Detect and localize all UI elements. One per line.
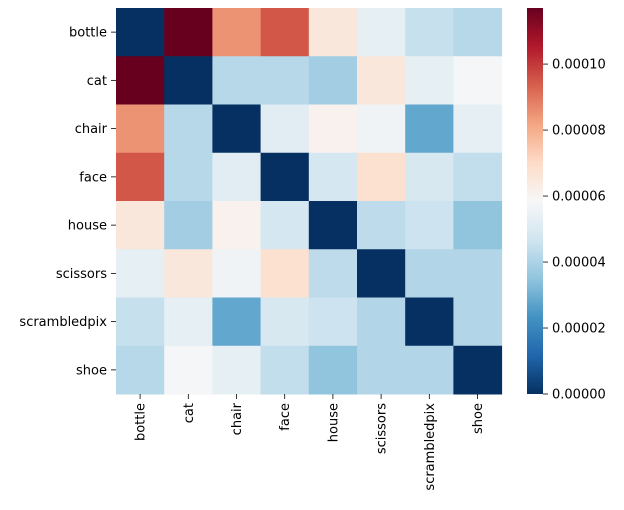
heatmap-cell-house-scissors — [357, 201, 406, 250]
heatmap-cell-scrambledpix-scissors — [357, 297, 406, 347]
column-tick-labels: bottle cat chair face house scissors scrambled… — [134, 394, 486, 491]
column-label-scissors: scissors — [375, 403, 390, 454]
heatmap-cell-face-chair — [212, 152, 262, 202]
heatmap-cell-shoe-chair — [212, 345, 262, 395]
row-label-shoe: shoe — [76, 363, 107, 378]
heatmap-cell-cat-face — [260, 56, 310, 105]
heatmap-cell-scissors-house — [308, 249, 358, 298]
row-label-cat: cat — [87, 74, 107, 89]
heatmap-cell-cat-bottle — [116, 56, 165, 105]
heatmap-cell-scissors-scissors — [357, 249, 406, 298]
column-label-scrambledpix: scrambledpix — [423, 403, 438, 491]
heatmap-cell-house-house — [308, 201, 358, 250]
colorbar-tick-label: 0.00006 — [552, 190, 606, 205]
heatmap-cell-face-scissors — [357, 152, 406, 202]
column-label-house: house — [326, 403, 341, 442]
heatmap-cell-scrambledpix-face — [260, 297, 310, 347]
heatmap-cell-chair-shoe — [453, 104, 503, 154]
column-label-face: face — [278, 403, 293, 431]
heatmap-cell-bottle-bottle — [116, 8, 165, 57]
heatmap-cell-scrambledpix-shoe — [453, 297, 503, 347]
row-label-scissors: scissors — [56, 267, 107, 282]
heatmap-cell-cat-chair — [212, 56, 262, 105]
heatmap-cell-bottle-face — [260, 8, 310, 57]
heatmap-cell-cat-cat — [164, 56, 213, 105]
heatmap-cell-shoe-cat — [164, 345, 213, 395]
heatmap-cell-scissors-scrambledpix — [405, 249, 454, 298]
column-label-cat: cat — [182, 403, 197, 423]
heatmap-cell-house-scrambledpix — [405, 201, 454, 250]
row-tick-labels: bottle cat chair face house scissors scrambled… — [19, 26, 116, 378]
heatmap-cell-scrambledpix-chair — [212, 297, 262, 347]
column-label-bottle: bottle — [134, 403, 149, 441]
colorbar — [527, 8, 543, 394]
heatmap-cell-bottle-shoe — [453, 8, 503, 57]
row-label-house: house — [68, 219, 107, 234]
colorbar-tick-label: 0.00000 — [552, 388, 606, 403]
heatmap-cell-cat-house — [308, 56, 358, 105]
heatmap-cell-shoe-face — [260, 345, 310, 395]
colorbar-tick-label: 0.00004 — [552, 256, 606, 271]
colorbar-tick-label: 0.00002 — [552, 322, 606, 337]
heatmap-cell-chair-scissors — [357, 104, 406, 154]
heatmap-cell-scissors-face — [260, 249, 310, 298]
heatmap-cell-scrambledpix-scrambledpix — [405, 297, 454, 347]
heatmap-cell-chair-chair — [212, 104, 262, 154]
row-label-bottle: bottle — [69, 26, 107, 41]
heatmap-cell-shoe-shoe — [453, 345, 503, 395]
heatmap-cell-bottle-scissors — [357, 8, 406, 57]
row-label-chair: chair — [75, 122, 108, 137]
column-label-chair: chair — [230, 402, 245, 435]
heatmap-cell-scrambledpix-cat — [164, 297, 213, 347]
heatmap-cell-chair-scrambledpix — [405, 104, 454, 154]
colorbar-ticks: 0.00000 0.00002 0.00004 0.00006 0.00008 0.000… — [543, 58, 606, 403]
heatmap-cell-bottle-house — [308, 8, 358, 57]
heatmap-cell-face-scrambledpix — [405, 152, 454, 202]
heatmap-cell-scissors-chair — [212, 249, 262, 298]
colorbar-tick-label: 0.00008 — [552, 124, 606, 139]
heatmap-cell-chair-house — [308, 104, 358, 154]
heatmap-cell-house-face — [260, 201, 310, 250]
heatmap-cell-face-face — [260, 152, 310, 202]
heatmap-cell-scrambledpix-house — [308, 297, 358, 347]
heatmap-cell-face-bottle — [116, 152, 165, 202]
heatmap-cells — [116, 8, 503, 395]
heatmap-cell-face-cat — [164, 152, 213, 202]
heatmap-cell-shoe-scrambledpix — [405, 345, 454, 395]
heatmap-cell-house-cat — [164, 201, 213, 250]
row-label-scrambledpix: scrambledpix — [19, 315, 107, 330]
heatmap-cell-scrambledpix-bottle — [116, 297, 165, 347]
heatmap-cell-house-chair — [212, 201, 262, 250]
heatmap-cell-cat-scissors — [357, 56, 406, 105]
heatmap-cell-chair-bottle — [116, 104, 165, 154]
heatmap-cell-chair-face — [260, 104, 310, 154]
heatmap-cell-shoe-house — [308, 345, 358, 395]
heatmap-cell-bottle-cat — [164, 8, 213, 57]
heatmap-cell-shoe-scissors — [357, 345, 406, 395]
heatmap-cell-scissors-bottle — [116, 249, 165, 298]
heatmap-cell-shoe-bottle — [116, 345, 165, 395]
heatmap-cell-scissors-shoe — [453, 249, 503, 298]
heatmap-cell-house-bottle — [116, 201, 165, 250]
column-label-shoe: shoe — [471, 403, 486, 434]
heatmap-cell-chair-cat — [164, 104, 213, 154]
heatmap-cell-bottle-scrambledpix — [405, 8, 454, 57]
heatmap-cell-bottle-chair — [212, 8, 262, 57]
heatmap-cell-cat-shoe — [453, 56, 503, 105]
heatmap-cell-cat-scrambledpix — [405, 56, 454, 105]
row-label-face: face — [79, 170, 107, 185]
heatmap-cell-scissors-cat — [164, 249, 213, 298]
heatmap-cell-face-shoe — [453, 152, 503, 202]
heatmap-cell-face-house — [308, 152, 358, 202]
colorbar-tick-label: 0.00010 — [552, 58, 606, 73]
heatmap-cell-house-shoe — [453, 201, 503, 250]
